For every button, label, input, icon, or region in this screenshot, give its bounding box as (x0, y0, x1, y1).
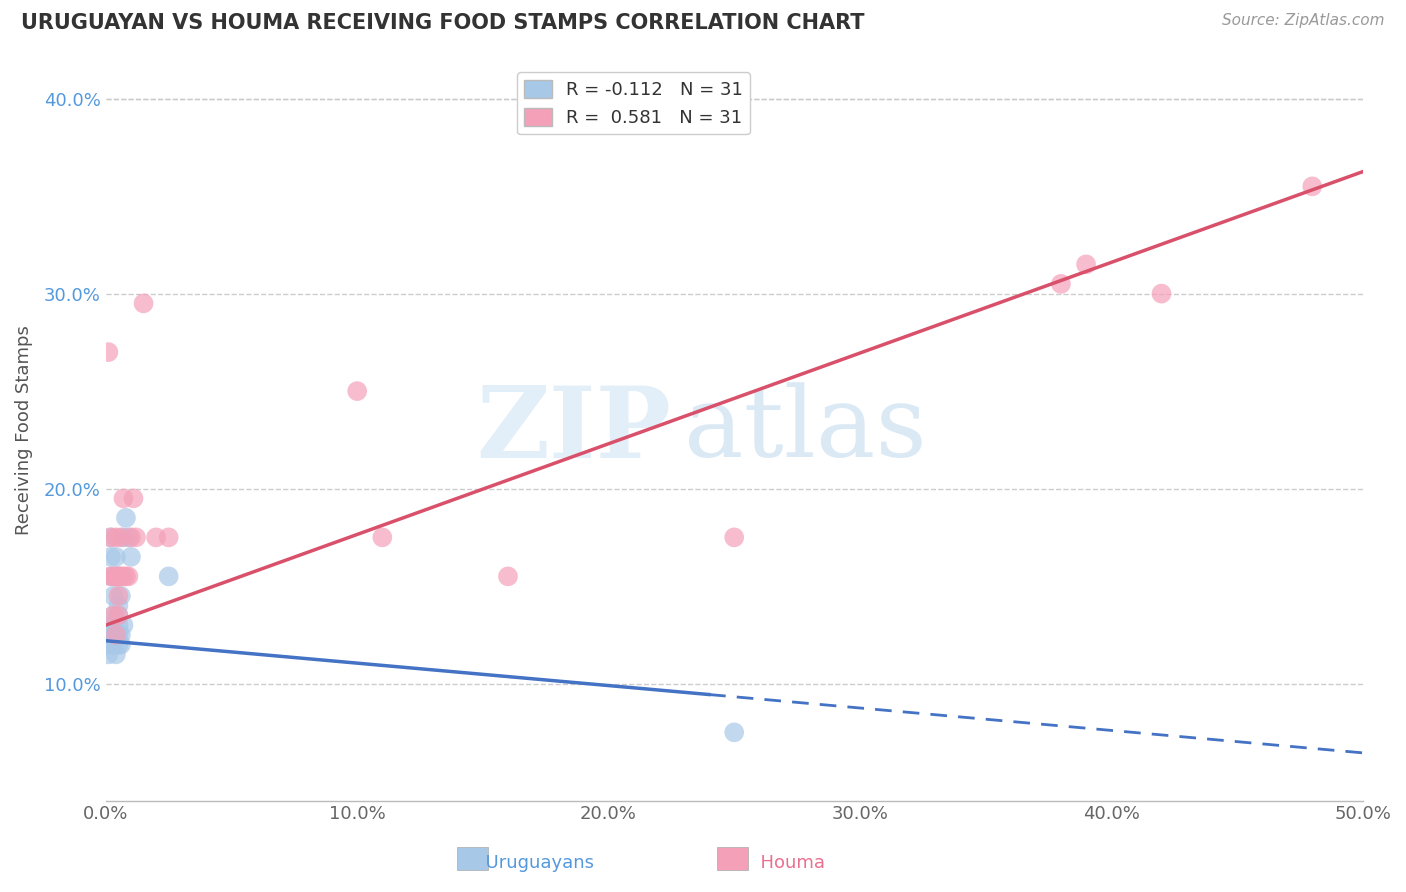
Text: Uruguayans: Uruguayans (474, 855, 595, 872)
Text: Houma: Houma (749, 855, 825, 872)
Point (103, 628, 125, 642)
Point (371, 530, 394, 544)
Point (97, 345, 120, 359)
Point (100, 530, 122, 544)
Point (100, 530, 122, 544)
Point (97, 638, 120, 652)
Point (107, 618, 129, 632)
Point (117, 569, 139, 583)
Point (112, 530, 135, 544)
Point (103, 618, 125, 632)
Point (496, 569, 519, 583)
Y-axis label: Receiving Food Stamps: Receiving Food Stamps (15, 326, 32, 535)
Point (103, 589, 125, 603)
Point (107, 628, 129, 642)
Point (120, 549, 142, 564)
Point (157, 569, 180, 583)
Legend: R = -0.112   N = 31, R =  0.581   N = 31: R = -0.112 N = 31, R = 0.581 N = 31 (517, 72, 749, 135)
Point (107, 599, 129, 613)
Point (723, 725, 745, 739)
Point (107, 638, 129, 652)
Point (104, 628, 127, 642)
Point (122, 491, 145, 506)
Point (1074, 257, 1097, 271)
Point (723, 530, 745, 544)
Text: atlas: atlas (683, 382, 927, 478)
FancyBboxPatch shape (457, 847, 488, 870)
Point (97, 648, 120, 662)
Point (107, 569, 129, 583)
Point (100, 569, 122, 583)
Point (125, 530, 148, 544)
Point (110, 589, 132, 603)
Point (110, 530, 132, 544)
Point (104, 549, 127, 564)
Text: ZIP: ZIP (477, 382, 672, 479)
Point (103, 608, 125, 623)
Text: Source: ZipAtlas.com: Source: ZipAtlas.com (1222, 13, 1385, 29)
Point (107, 569, 129, 583)
Text: URUGUAYAN VS HOUMA RECEIVING FOOD STAMPS CORRELATION CHART: URUGUAYAN VS HOUMA RECEIVING FOOD STAMPS… (21, 13, 865, 33)
Point (97, 628, 120, 642)
Point (107, 608, 129, 623)
Point (120, 530, 142, 544)
FancyBboxPatch shape (717, 847, 748, 870)
Point (110, 638, 132, 652)
Point (103, 638, 125, 652)
Point (1150, 286, 1173, 301)
Point (103, 608, 125, 623)
Point (115, 569, 138, 583)
Point (110, 628, 132, 642)
Point (107, 589, 129, 603)
Point (104, 569, 127, 583)
Point (104, 628, 127, 642)
Point (107, 608, 129, 623)
Point (145, 530, 167, 544)
Point (132, 296, 155, 310)
Point (100, 569, 122, 583)
Point (103, 569, 125, 583)
Point (104, 530, 127, 544)
Point (104, 648, 127, 662)
Point (117, 530, 139, 544)
Point (346, 384, 368, 398)
Point (1050, 277, 1073, 291)
Point (157, 530, 180, 544)
Point (112, 569, 135, 583)
Point (100, 549, 122, 564)
Point (110, 569, 132, 583)
Point (115, 511, 138, 525)
Point (112, 491, 135, 506)
Point (112, 618, 135, 632)
Point (1301, 179, 1323, 194)
Point (104, 569, 127, 583)
